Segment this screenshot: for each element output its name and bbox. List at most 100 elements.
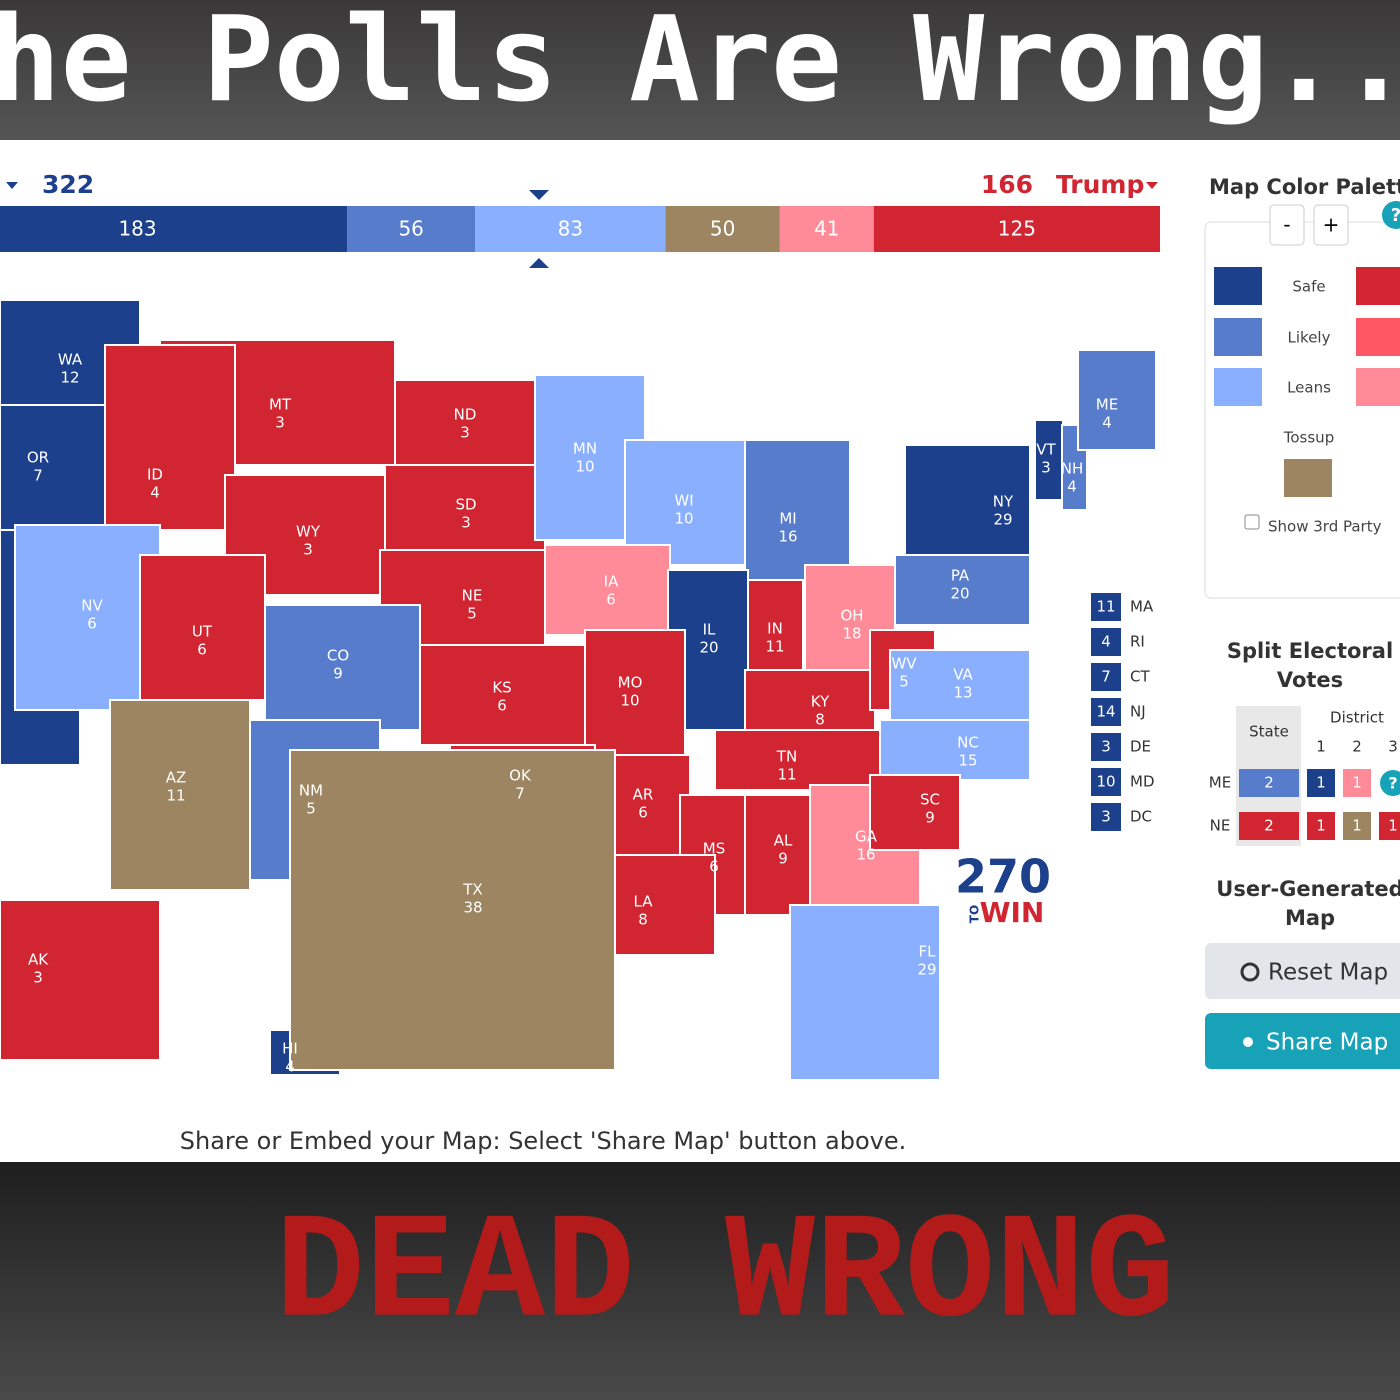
reset-icon bbox=[1240, 962, 1260, 982]
state-shape bbox=[289, 749, 616, 1071]
state-shape bbox=[894, 554, 1031, 626]
small-state-abbr: NJ bbox=[1130, 703, 1146, 721]
district-number: 2 bbox=[1352, 738, 1362, 756]
plus-button[interactable] bbox=[1313, 204, 1349, 246]
split-help[interactable] bbox=[1380, 770, 1400, 796]
share-button[interactable] bbox=[1205, 1013, 1400, 1069]
split-state: ME bbox=[1209, 774, 1231, 792]
right-total: 166 bbox=[981, 170, 1033, 199]
state-abbr: TN bbox=[776, 748, 797, 766]
state-abbr: AL bbox=[774, 832, 793, 850]
district-header: District bbox=[1330, 709, 1384, 727]
minus-label: - bbox=[1283, 213, 1290, 237]
state-votes: 4 bbox=[1067, 478, 1077, 496]
swatch[interactable] bbox=[1214, 368, 1262, 406]
state-shape bbox=[744, 794, 811, 916]
small-state-abbr: MA bbox=[1130, 598, 1154, 616]
bar-segment bbox=[0, 206, 348, 252]
state-votes: 6 bbox=[87, 615, 97, 633]
state-shape bbox=[744, 439, 851, 581]
swatch[interactable] bbox=[1356, 368, 1400, 406]
bar-segment bbox=[665, 206, 780, 252]
state-votes: 16 bbox=[856, 846, 875, 864]
plus-label: + bbox=[1323, 213, 1340, 237]
state-votes: 8 bbox=[638, 911, 648, 929]
small-state-abbr: RI bbox=[1130, 633, 1145, 651]
state-abbr: WY bbox=[296, 523, 321, 541]
third-party-checkbox[interactable] bbox=[1244, 514, 1260, 530]
small-state-box bbox=[1091, 733, 1121, 761]
state-votes: 9 bbox=[333, 665, 343, 683]
likely-label: Likely bbox=[1288, 329, 1331, 347]
state-votes: 3 bbox=[461, 514, 471, 532]
state-abbr: AR bbox=[633, 786, 654, 804]
state-votes: 29 bbox=[917, 961, 936, 979]
dropdown-arrow[interactable] bbox=[1146, 182, 1158, 189]
small-state-abbr: DC bbox=[1130, 808, 1152, 826]
right-name[interactable]: Trump bbox=[1056, 170, 1144, 199]
state-abbr: LA bbox=[634, 893, 654, 911]
split-value: 1 bbox=[1316, 774, 1326, 792]
state-abbr: WA bbox=[58, 351, 83, 369]
help-button[interactable] bbox=[1382, 201, 1400, 229]
state-abbr: NM bbox=[299, 782, 323, 800]
state-abbr: NY bbox=[993, 493, 1014, 511]
state-shape bbox=[714, 729, 886, 791]
state-shape bbox=[614, 854, 716, 956]
state-shape bbox=[869, 774, 961, 851]
state-abbr: MN bbox=[573, 440, 597, 458]
swatch[interactable] bbox=[1214, 318, 1262, 356]
state-votes: 10 bbox=[620, 692, 639, 710]
bar-label: 50 bbox=[710, 217, 735, 241]
state-abbr: MO bbox=[618, 674, 643, 692]
state-abbr: MS bbox=[703, 840, 725, 858]
swatch[interactable] bbox=[1356, 318, 1400, 356]
state-votes: 9 bbox=[778, 850, 788, 868]
bar-segment bbox=[779, 206, 874, 252]
state-abbr: VA bbox=[953, 666, 973, 684]
state-abbr: IL bbox=[703, 621, 716, 639]
state-votes: 11 bbox=[777, 766, 796, 784]
state-shape bbox=[789, 904, 941, 1081]
split-cell bbox=[1343, 812, 1371, 840]
logo-number: 270 bbox=[955, 850, 1051, 904]
third-party-label: Show 3rd Party bbox=[1268, 518, 1382, 536]
district-number: 1 bbox=[1316, 738, 1326, 756]
split-cell bbox=[1307, 769, 1335, 797]
swatch[interactable] bbox=[1214, 267, 1262, 305]
state-abbr: IN bbox=[767, 620, 783, 638]
state-abbr: ND bbox=[454, 406, 477, 424]
dropdown-arrow[interactable] bbox=[6, 182, 18, 189]
small-state-box bbox=[1091, 803, 1121, 831]
state-votes: 11 bbox=[166, 787, 185, 805]
bar-label: 56 bbox=[398, 217, 423, 241]
state-abbr: WI bbox=[674, 492, 693, 510]
small-state-box bbox=[1091, 628, 1121, 656]
split-value: 1 bbox=[1316, 817, 1326, 835]
state-votes: 9 bbox=[925, 809, 935, 827]
split-value: 2 bbox=[1264, 817, 1274, 835]
state-votes: 3 bbox=[1041, 459, 1051, 477]
split-value: 1 bbox=[1352, 817, 1362, 835]
swatch[interactable] bbox=[1284, 459, 1332, 497]
state-abbr: PA bbox=[951, 567, 970, 585]
split-state: NE bbox=[1210, 817, 1231, 835]
state-shape bbox=[109, 699, 251, 891]
split-value: 1 bbox=[1352, 774, 1362, 792]
state-votes: 20 bbox=[950, 585, 969, 603]
state-votes: 8 bbox=[815, 711, 825, 729]
state-votes: 4 bbox=[1102, 414, 1112, 432]
state-shape bbox=[879, 719, 1031, 781]
swatch[interactable] bbox=[1356, 267, 1400, 305]
split-cell bbox=[1307, 812, 1335, 840]
state-header: State bbox=[1249, 723, 1289, 741]
state-votes: 38 bbox=[463, 899, 482, 917]
state-shape bbox=[419, 644, 586, 746]
bar-segment bbox=[475, 206, 666, 252]
reset-button[interactable] bbox=[1205, 943, 1400, 999]
small-state-box bbox=[1091, 768, 1121, 796]
minus-button[interactable] bbox=[1269, 204, 1305, 246]
state-votes: 3 bbox=[33, 969, 43, 987]
state-votes: 10 bbox=[674, 510, 693, 528]
